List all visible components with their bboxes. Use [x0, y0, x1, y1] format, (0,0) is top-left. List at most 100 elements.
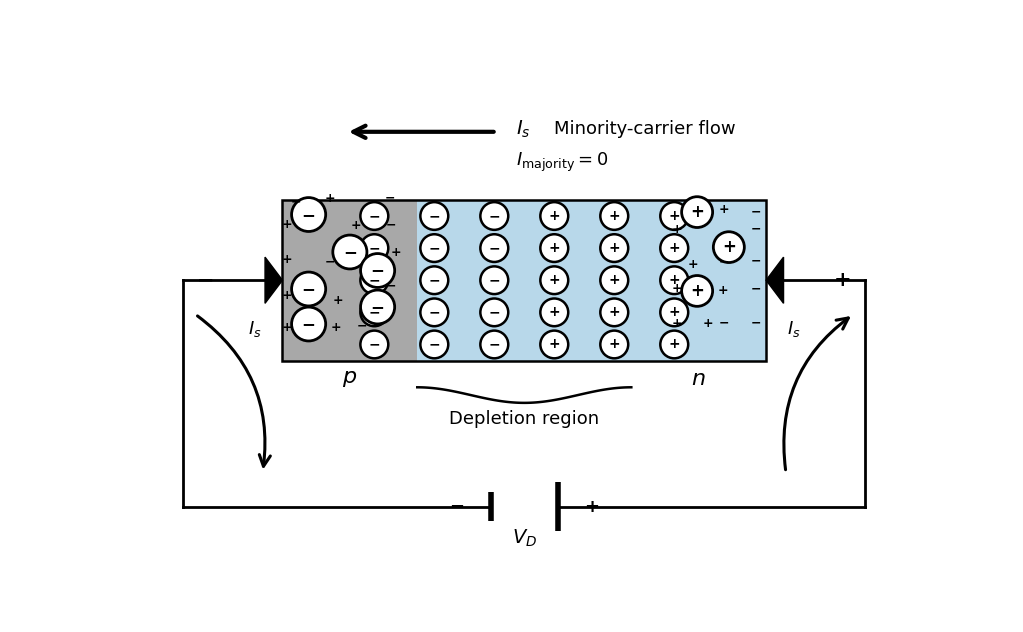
Text: +: +	[687, 258, 699, 271]
Ellipse shape	[292, 198, 325, 231]
Text: $I_s$: $I_s$	[248, 319, 262, 339]
Text: −: −	[751, 222, 761, 236]
Text: −: −	[489, 241, 500, 255]
Text: −: −	[386, 219, 396, 232]
Text: −: −	[751, 317, 761, 329]
Text: +: +	[717, 284, 727, 298]
Text: −: −	[719, 256, 729, 269]
Text: +: +	[332, 294, 344, 307]
Ellipse shape	[420, 331, 448, 358]
Text: +: +	[668, 305, 680, 319]
Text: +: +	[609, 209, 620, 223]
Text: −: −	[489, 305, 500, 319]
Ellipse shape	[540, 202, 568, 230]
Ellipse shape	[660, 202, 688, 230]
Text: −: −	[368, 337, 381, 351]
Text: +: +	[324, 192, 336, 205]
Text: +: +	[668, 241, 680, 255]
Text: +: +	[722, 238, 736, 256]
Text: −: −	[489, 209, 500, 223]
Ellipse shape	[420, 202, 448, 230]
Text: −: −	[356, 320, 367, 333]
Text: +: +	[668, 209, 680, 223]
Text: −: −	[302, 315, 315, 333]
Text: +: +	[691, 282, 704, 300]
Text: −: −	[196, 270, 215, 290]
Text: −: −	[429, 305, 440, 319]
Text: +: +	[281, 289, 292, 302]
Text: +: +	[548, 273, 561, 287]
Text: +: +	[691, 203, 704, 221]
Ellipse shape	[660, 331, 688, 358]
Ellipse shape	[481, 331, 508, 358]
Text: −: −	[751, 254, 761, 267]
Ellipse shape	[360, 234, 389, 262]
Text: −: −	[368, 273, 381, 287]
Polygon shape	[265, 257, 282, 303]
Ellipse shape	[660, 266, 688, 294]
Bar	[417, 200, 766, 360]
Text: +: +	[703, 317, 713, 329]
Ellipse shape	[360, 266, 389, 294]
Ellipse shape	[360, 298, 389, 326]
Text: −: −	[368, 209, 381, 223]
Polygon shape	[766, 257, 784, 303]
Text: +: +	[719, 203, 729, 216]
Ellipse shape	[540, 298, 568, 326]
Text: +: +	[281, 218, 292, 231]
Ellipse shape	[713, 232, 745, 262]
Ellipse shape	[481, 234, 508, 262]
Text: $I_s$: $I_s$	[787, 319, 801, 339]
Text: −: −	[302, 280, 315, 298]
Ellipse shape	[601, 234, 628, 262]
Text: +: +	[548, 241, 561, 255]
Text: −: −	[343, 243, 357, 261]
Ellipse shape	[360, 202, 389, 230]
Ellipse shape	[420, 266, 448, 294]
Ellipse shape	[420, 298, 448, 326]
Ellipse shape	[681, 197, 713, 228]
Text: +: +	[668, 337, 680, 351]
Text: +: +	[668, 273, 680, 287]
Ellipse shape	[540, 266, 568, 294]
Text: −: −	[429, 337, 440, 351]
Text: −: −	[324, 255, 336, 268]
Ellipse shape	[601, 298, 628, 326]
Text: +: +	[609, 305, 620, 319]
Text: $p$: $p$	[343, 369, 357, 389]
Text: Minority-carrier flow: Minority-carrier flow	[553, 120, 736, 138]
Text: +: +	[671, 222, 681, 236]
Text: −: −	[386, 279, 396, 293]
Ellipse shape	[360, 253, 395, 288]
Text: −: −	[429, 241, 440, 255]
Ellipse shape	[332, 235, 367, 269]
Text: −: −	[751, 205, 761, 219]
Ellipse shape	[481, 298, 508, 326]
Text: $I_{\mathrm{majority}} = 0$: $I_{\mathrm{majority}} = 0$	[517, 150, 609, 174]
Ellipse shape	[481, 202, 508, 230]
Ellipse shape	[360, 290, 395, 324]
Text: +: +	[281, 253, 292, 266]
Ellipse shape	[660, 234, 688, 262]
Text: −: −	[429, 273, 440, 287]
Text: −: −	[368, 241, 381, 255]
Text: +: +	[548, 209, 561, 223]
Text: +: +	[548, 305, 561, 319]
Ellipse shape	[292, 272, 325, 306]
Text: −: −	[449, 497, 464, 516]
Bar	[282, 200, 766, 360]
Ellipse shape	[420, 234, 448, 262]
Text: −: −	[368, 305, 381, 319]
Text: +: +	[548, 337, 561, 351]
Ellipse shape	[540, 234, 568, 262]
Text: −: −	[385, 192, 395, 205]
Text: +: +	[609, 337, 620, 351]
Ellipse shape	[601, 331, 628, 358]
Text: −: −	[291, 196, 301, 209]
Text: −: −	[751, 283, 761, 296]
Text: −: −	[489, 273, 500, 287]
Text: +: +	[351, 219, 361, 232]
Text: +: +	[834, 270, 852, 290]
Ellipse shape	[540, 331, 568, 358]
Text: −: −	[370, 298, 385, 316]
